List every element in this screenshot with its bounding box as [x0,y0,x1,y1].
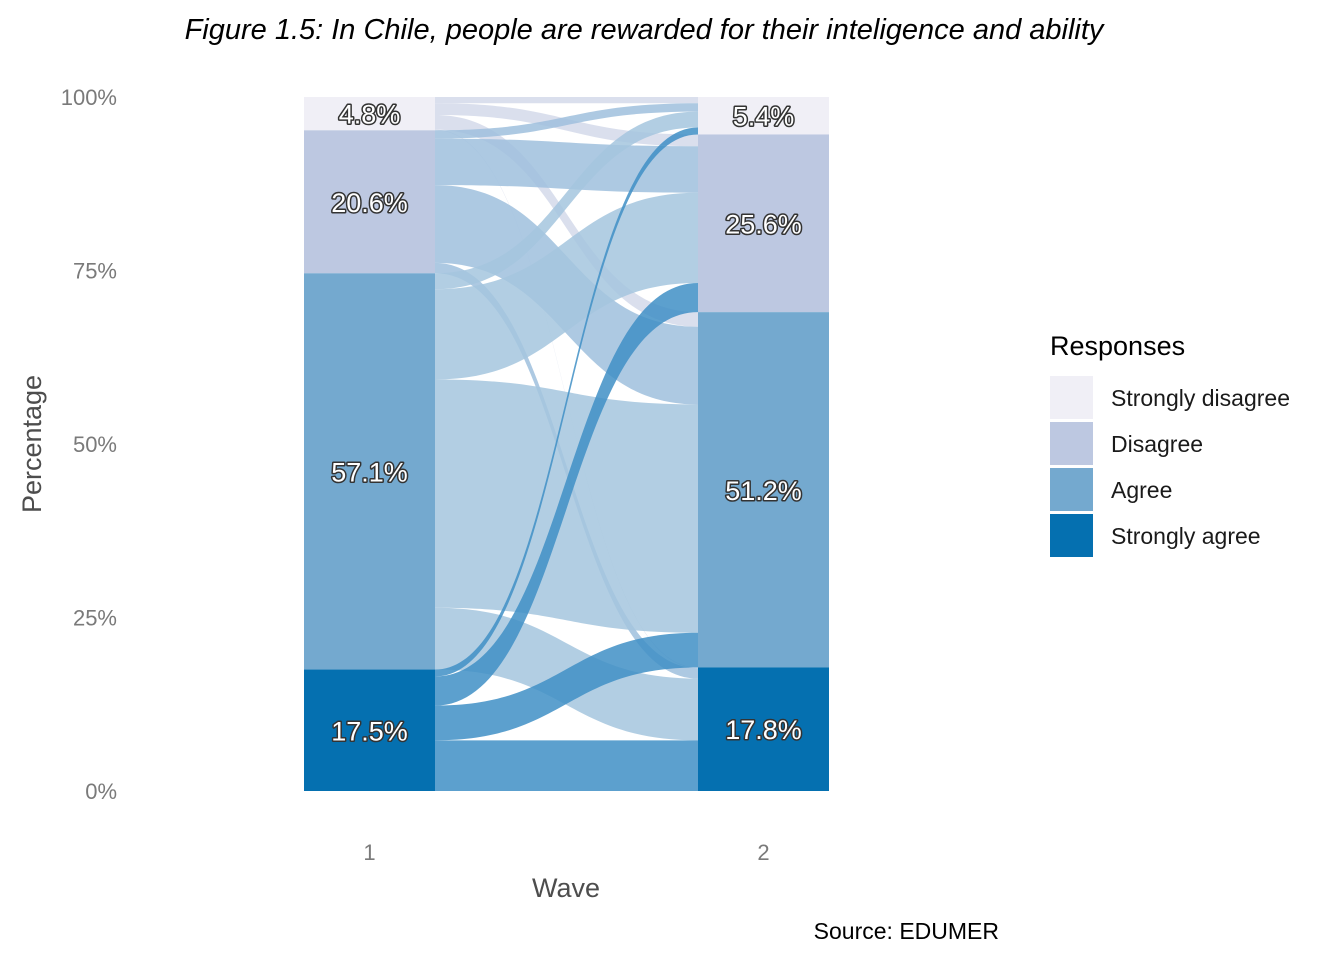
flow-agree-to-strongly-disagree [435,111,698,290]
flow-strongly-disagree-to-agree [435,115,698,327]
y-tick-label: 25% [73,606,117,631]
x-tick-label: 1 [363,840,375,865]
label-wave1-strongly-disagree: 4.8% [339,100,401,130]
bar-wave1-agree [304,273,435,670]
x-axis-title: Wave [532,873,600,903]
legend-key-agree [1050,468,1093,511]
x-tick-label: 2 [757,840,769,865]
bar-wave2-strongly-disagree [698,97,829,135]
y-axis-ticks: 0% 25% 50% 75% 100% [61,85,117,804]
label-wave1-strongly-agree: 17.5% [331,716,408,746]
legend-key-strongly-agree [1050,514,1093,557]
label-wave2-disagree: 25.6% [725,209,802,239]
legend-key-disagree [1050,422,1093,465]
label-wave1-disagree: 20.6% [331,188,408,218]
flow-ribbons [435,97,698,791]
flow-strongly-agree-to-strongly-disagree [435,127,698,677]
bar-wave1-strongly-agree [304,669,435,791]
legend-title: Responses [1050,331,1185,361]
legend-label-strongly-agree: Strongly agree [1111,523,1261,549]
bar-wave1-strongly-disagree [304,97,435,131]
flow-strongly-agree-to-strongly-agree [435,740,698,791]
y-axis-title: Percentage [17,375,47,513]
y-tick-label: 100% [61,85,117,110]
stacked-bars [304,97,829,791]
legend-key-strongly-disagree [1050,376,1093,419]
label-wave2-strongly-disagree: 5.4% [733,102,795,132]
bar-wave2-disagree [698,134,829,313]
legend-label-agree: Agree [1111,477,1172,503]
percentage-labels: 4.8% 20.6% 57.1% 17.5% 5.4% 25.6% 51.2% 17.8% [330,98,804,748]
y-tick-label: 75% [73,259,117,284]
legend-label-disagree: Disagree [1111,431,1203,457]
source-caption: Source: EDUMER [814,918,999,944]
flow-strongly-disagree-to-strongly-disagree [435,97,698,104]
bar-wave2-strongly-agree [698,667,829,791]
y-tick-label: 0% [85,779,117,804]
flow-disagree-to-strongly-disagree [435,103,698,139]
flow-strongly-agree-to-agree [435,632,698,741]
label-wave1-agree: 57.1% [331,457,408,487]
legend-label-strongly-disagree: Strongly disagree [1111,385,1290,411]
flow-strongly-agree-to-disagree [435,282,698,706]
flow-disagree-to-disagree [435,138,698,193]
chart-title: Figure 1.5: In Chile, people are rewarde… [185,14,1105,46]
y-tick-label: 50% [73,432,117,457]
bar-wave2-agree [698,312,829,668]
bar-wave1-disagree [304,130,435,274]
legend: Responses Strongly disagree Disagree Agree… [1050,331,1290,557]
label-wave2-agree: 51.2% [725,476,802,506]
label-wave2-strongly-agree: 17.8% [725,715,802,745]
flow-agree-to-disagree [435,192,698,380]
